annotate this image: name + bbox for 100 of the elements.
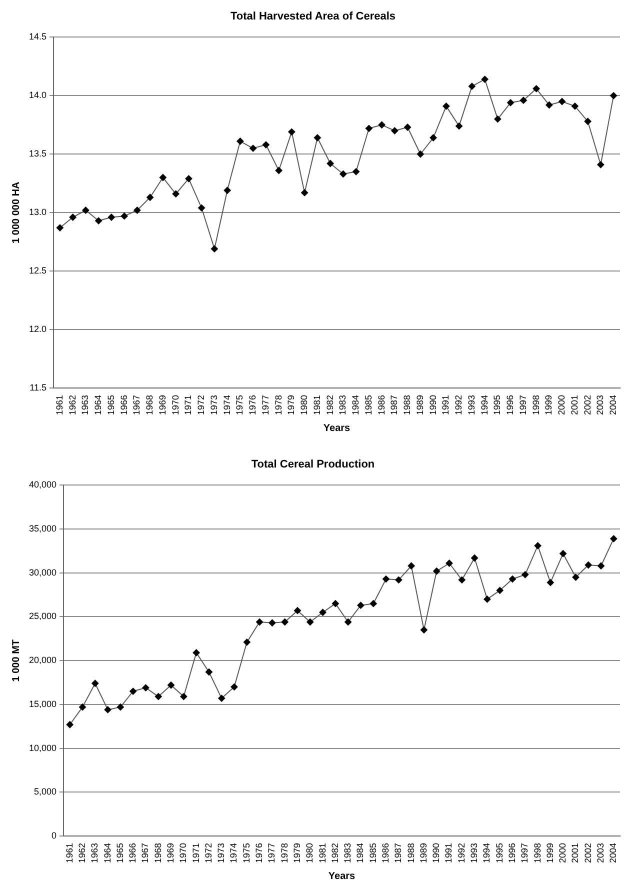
- point: [281, 618, 288, 626]
- x-tick-label: 1982: [330, 842, 340, 864]
- point: [496, 586, 504, 594]
- x-tick-label: 1978: [273, 394, 284, 416]
- x-tick-label: 1961: [64, 842, 74, 864]
- point: [306, 618, 314, 626]
- y-tick-label: 11.5: [30, 382, 47, 392]
- x-tick-label: 2004: [608, 842, 618, 864]
- x-tick-label: 1995: [492, 394, 502, 416]
- x-tick-label: 1982: [324, 394, 335, 416]
- point: [408, 562, 415, 570]
- x-tick-label: 1986: [380, 842, 391, 864]
- point: [430, 134, 437, 142]
- point: [584, 118, 592, 125]
- point: [546, 102, 553, 109]
- point: [172, 190, 180, 198]
- x-tick-label: 1978: [279, 842, 290, 864]
- x-tick-label: 1974: [222, 394, 232, 416]
- x-tick-label: 2001: [570, 842, 580, 864]
- point: [146, 194, 154, 201]
- x-tick-label: 1971: [190, 842, 201, 864]
- y-tick-label: 12.5: [28, 266, 47, 276]
- x-tick-label: 1988: [402, 394, 412, 416]
- point: [560, 550, 567, 558]
- x-tick-label: 1987: [389, 394, 400, 416]
- y-axis-title: 1 000 000 HA: [10, 182, 22, 244]
- point: [456, 122, 463, 130]
- point: [558, 98, 566, 106]
- point: [205, 668, 212, 676]
- x-tick-label: 1989: [414, 394, 425, 416]
- point: [92, 680, 99, 687]
- x-tick-label: 1985: [363, 394, 374, 416]
- point: [332, 600, 339, 608]
- x-tick-label: 2002: [582, 842, 593, 864]
- point: [484, 596, 491, 603]
- x-axis-title: Years: [323, 422, 351, 434]
- x-tick-label: 1993: [466, 394, 476, 416]
- x-tick-label: 1969: [157, 394, 168, 416]
- x-tick-label: 1992: [456, 842, 466, 864]
- point: [56, 224, 64, 232]
- x-tick-label: 1981: [317, 842, 328, 864]
- point: [420, 626, 428, 634]
- point: [365, 124, 372, 132]
- x-tick-label: 1980: [299, 394, 310, 416]
- x-tick-label: 1998: [532, 842, 542, 864]
- point: [192, 649, 200, 656]
- y-tick-label: 13.5: [28, 148, 47, 159]
- y-tick-label: 12.0: [28, 324, 47, 334]
- x-tick-label: 2002: [582, 394, 592, 416]
- x-tick-label: 1964: [102, 842, 112, 864]
- x-tick-label: 1972: [203, 842, 214, 864]
- x-tick-label: 1968: [152, 842, 163, 864]
- point: [256, 618, 264, 626]
- point: [597, 161, 604, 168]
- chart-title: Total Harvested Area of Cereals: [230, 10, 396, 23]
- x-tick-label: 1996: [505, 394, 516, 416]
- x-tick-label: 1963: [80, 394, 90, 416]
- point: [120, 212, 128, 220]
- point: [185, 175, 192, 182]
- point: [79, 704, 86, 711]
- point: [507, 99, 514, 106]
- x-tick-label: 1975: [234, 394, 245, 416]
- x-tick-label: 1983: [342, 842, 353, 864]
- point: [230, 683, 238, 690]
- point: [116, 704, 124, 711]
- x-tick-label: 1969: [166, 842, 176, 864]
- point: [344, 618, 352, 626]
- point: [468, 82, 476, 90]
- y-tick-label: 15,000: [28, 698, 57, 709]
- point: [534, 542, 542, 550]
- x-tick-label: 2001: [569, 394, 580, 416]
- x-tick-label: 1962: [67, 394, 78, 416]
- x-tick-label: 1972: [196, 394, 206, 416]
- x-tick-label: 1997: [520, 842, 530, 864]
- point: [250, 144, 257, 152]
- point: [314, 134, 321, 142]
- x-tick-label: 1977: [266, 842, 277, 864]
- point: [391, 127, 398, 134]
- point: [288, 128, 296, 136]
- point: [509, 576, 516, 583]
- x-tick-label: 1993: [469, 842, 480, 864]
- point: [340, 170, 347, 178]
- point: [471, 554, 478, 562]
- point: [378, 121, 386, 128]
- x-tick-label: 1998: [530, 394, 541, 416]
- point: [357, 602, 364, 609]
- x-tick-label: 2004: [608, 394, 618, 416]
- point: [571, 102, 578, 110]
- x-tick-label: 2000: [556, 394, 567, 416]
- x-tick-label: 1968: [144, 394, 155, 416]
- point: [69, 214, 76, 221]
- y-tick-label: 5,000: [34, 786, 57, 797]
- x-tick-label: 1990: [428, 394, 438, 416]
- x-tick-label: 1973: [208, 394, 219, 416]
- x-tick-label: 1976: [254, 842, 264, 864]
- y-tick-label: 14.5: [28, 32, 47, 42]
- point: [154, 693, 162, 700]
- point: [520, 96, 527, 104]
- point: [352, 168, 360, 176]
- x-tick-label: 1961: [54, 394, 64, 416]
